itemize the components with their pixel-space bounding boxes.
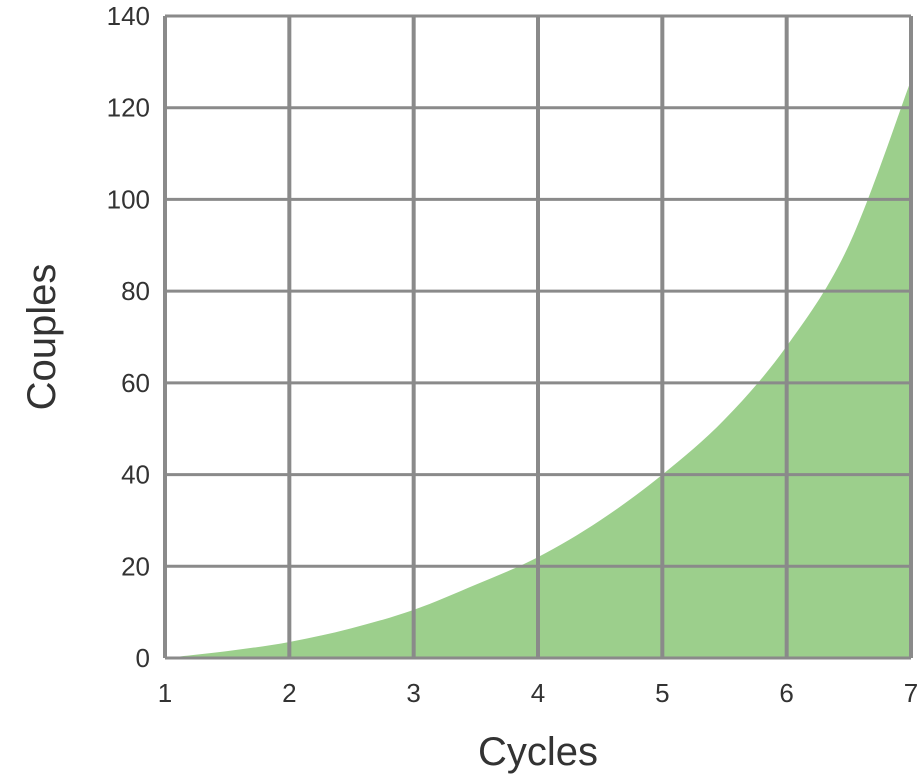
y-axis-ticks: 0 20 40 60 80 100 120 140 <box>107 1 150 673</box>
x-tick-label: 3 <box>406 678 420 708</box>
x-tick-label: 7 <box>904 678 918 708</box>
y-tick-label: 120 <box>107 93 150 123</box>
x-tick-label: 5 <box>655 678 669 708</box>
y-tick-label: 60 <box>121 368 150 398</box>
x-tick-label: 4 <box>531 678 545 708</box>
y-tick-label: 140 <box>107 1 150 31</box>
y-tick-label: 80 <box>121 276 150 306</box>
grid <box>163 14 913 660</box>
x-tick-label: 2 <box>282 678 296 708</box>
x-tick-label: 1 <box>158 678 172 708</box>
x-axis-label: Cycles <box>478 730 598 774</box>
x-axis-ticks: 1 2 3 4 5 6 7 <box>158 678 918 708</box>
y-tick-label: 100 <box>107 184 150 214</box>
y-tick-label: 20 <box>121 551 150 581</box>
y-tick-label: 0 <box>136 643 150 673</box>
x-tick-label: 6 <box>779 678 793 708</box>
y-axis-label: Couples <box>20 264 64 411</box>
area-fill <box>165 80 911 658</box>
y-tick-label: 40 <box>121 460 150 490</box>
